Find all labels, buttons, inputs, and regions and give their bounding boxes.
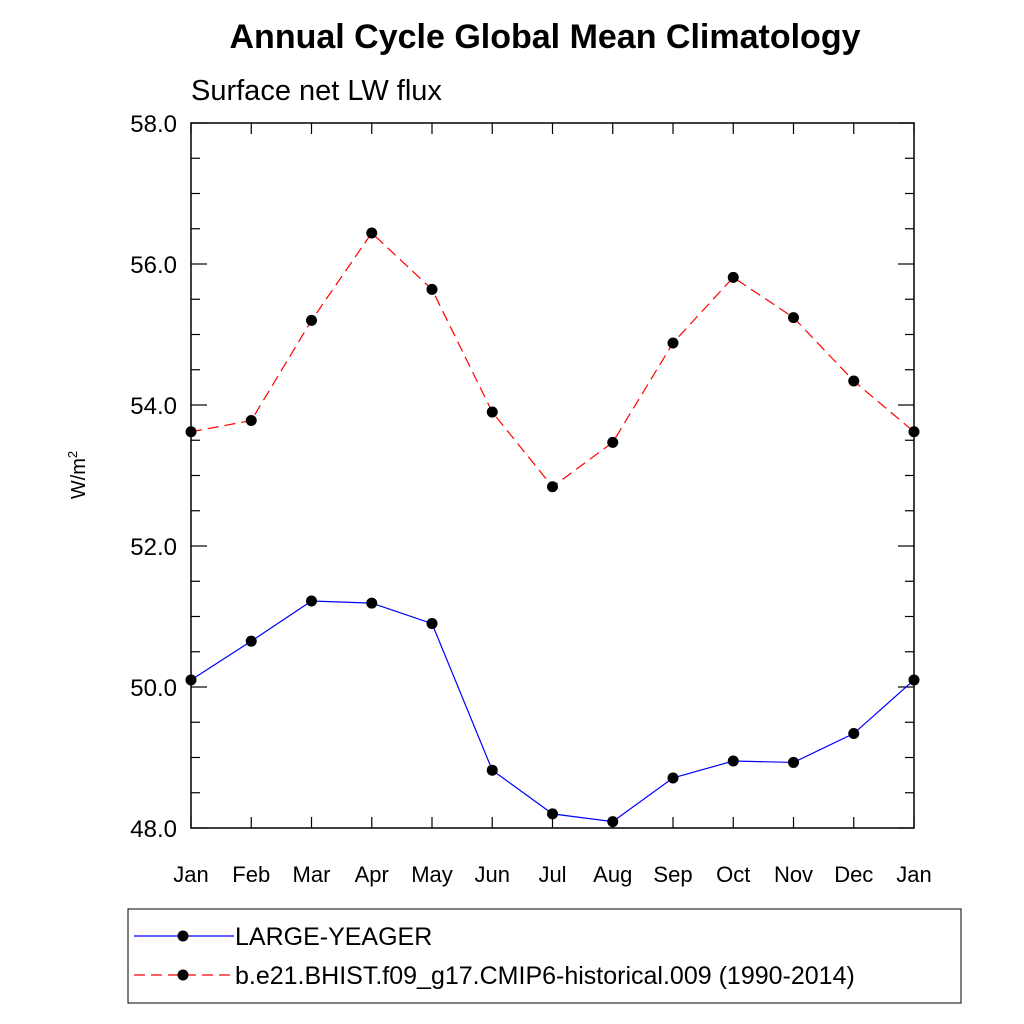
data-point bbox=[185, 674, 197, 686]
data-point bbox=[306, 595, 317, 607]
legend-label: b.e21.BHIST.f09_g17.CMIP6-historical.009… bbox=[235, 962, 855, 990]
data-point bbox=[727, 271, 739, 283]
data-point bbox=[908, 426, 920, 438]
data-point bbox=[245, 415, 257, 427]
y-axis-label-unit: W/m bbox=[68, 458, 90, 499]
x-tick-label: Aug bbox=[593, 862, 632, 887]
x-tick-label: Jan bbox=[173, 862, 208, 887]
data-point bbox=[245, 635, 257, 647]
data-point bbox=[667, 772, 679, 784]
y-tick-label: 54.0 bbox=[130, 393, 177, 420]
data-point bbox=[185, 426, 197, 438]
data-point bbox=[667, 337, 679, 349]
data-point bbox=[607, 816, 619, 828]
data-point bbox=[547, 481, 558, 493]
data-point bbox=[607, 436, 619, 448]
series-layer bbox=[185, 227, 920, 828]
data-point bbox=[848, 728, 860, 740]
data-point bbox=[547, 808, 558, 820]
x-tick-label: Feb bbox=[232, 862, 270, 887]
x-axis: Jan Feb Mar Apr May Jun Jul Aug Sep Oct Nov Dec Jan bbox=[173, 123, 932, 887]
data-point bbox=[426, 618, 438, 630]
x-tick-label: Jun bbox=[475, 862, 510, 887]
data-point bbox=[848, 375, 860, 387]
series-line bbox=[190, 232, 915, 488]
x-tick-label: Jul bbox=[538, 862, 566, 887]
y-tick-label: 58.0 bbox=[130, 111, 177, 138]
y-tick-label: 48.0 bbox=[130, 816, 177, 843]
chart-subtitle: Surface net LW flux bbox=[191, 75, 442, 107]
legend-label: LARGE-YEAGER bbox=[235, 923, 432, 951]
data-point bbox=[727, 755, 739, 767]
x-tick-label: Jan bbox=[896, 862, 931, 887]
x-tick-label: Mar bbox=[293, 862, 331, 887]
y-tick-label: 52.0 bbox=[130, 534, 177, 561]
y-axis: 48.0 50.0 52.0 54.0 56.0 58.0 bbox=[130, 111, 914, 843]
data-point bbox=[306, 314, 317, 326]
plot-frame bbox=[190, 122, 915, 829]
x-tick-label: Nov bbox=[774, 862, 813, 887]
data-point bbox=[426, 283, 438, 295]
data-point bbox=[486, 406, 498, 418]
x-tick-label: Oct bbox=[716, 862, 750, 887]
data-point bbox=[366, 597, 378, 609]
data-point bbox=[486, 764, 498, 776]
y-axis-label: W/m2 bbox=[65, 451, 90, 499]
x-tick-label: Apr bbox=[355, 862, 389, 887]
legend-marker bbox=[177, 930, 189, 942]
x-tick-label: Sep bbox=[653, 862, 692, 887]
data-point bbox=[366, 227, 378, 239]
legend: LARGE-YEAGER b.e21.BHIST.f09_g17.CMIP6-hi… bbox=[127, 908, 962, 1004]
chart-title: Annual Cycle Global Mean Climatology bbox=[230, 18, 861, 56]
legend-marker bbox=[177, 969, 189, 981]
data-point bbox=[788, 312, 799, 324]
data-point bbox=[788, 756, 799, 768]
data-point bbox=[908, 674, 920, 686]
y-tick-label: 50.0 bbox=[130, 675, 177, 702]
x-tick-label: Dec bbox=[834, 862, 873, 887]
series-line bbox=[190, 600, 915, 823]
legend-box bbox=[127, 908, 962, 1004]
y-tick-label: 56.0 bbox=[130, 252, 177, 279]
x-tick-label: May bbox=[411, 862, 453, 887]
y-axis-label-superscript: 2 bbox=[65, 451, 80, 458]
